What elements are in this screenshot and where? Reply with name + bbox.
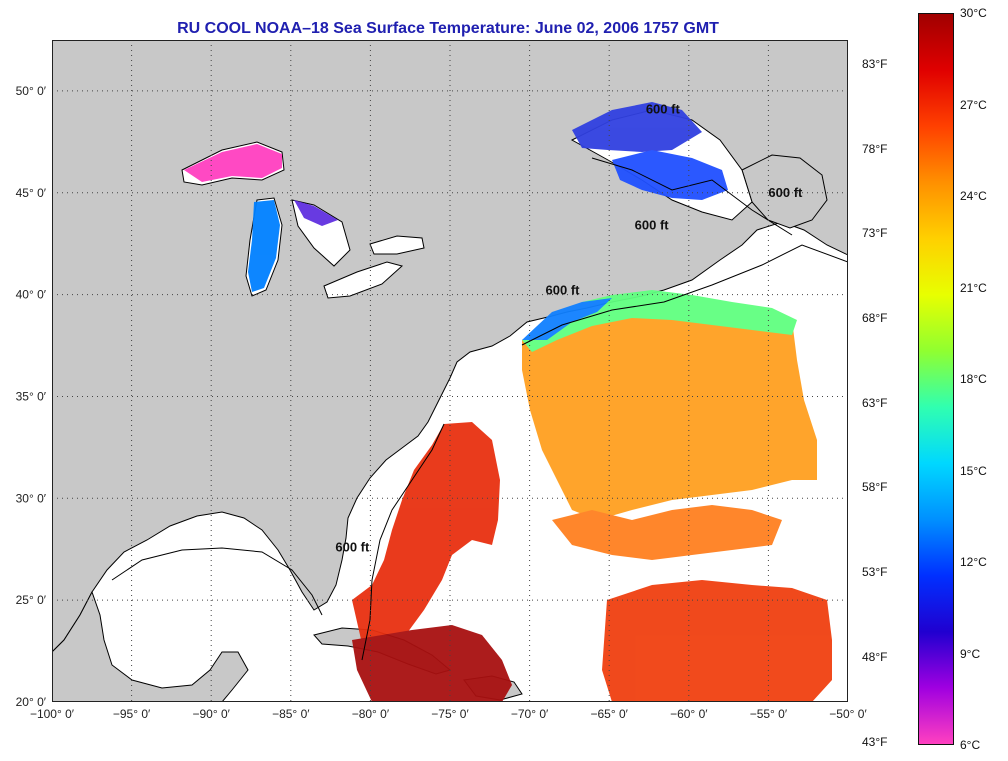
latitude-tick-label: 25° 0′ bbox=[16, 593, 47, 607]
map-border bbox=[52, 40, 848, 702]
longitude-tick-label: −75° 0′ bbox=[431, 707, 469, 721]
colorbar-celsius-label: 21°C bbox=[960, 280, 987, 295]
colorbar-celsius-label: 27°C bbox=[960, 97, 987, 112]
latitude-tick-label: 50° 0′ bbox=[16, 84, 47, 98]
latitude-tick-label: 35° 0′ bbox=[16, 389, 47, 403]
colorbar-celsius-label: 30°C bbox=[960, 6, 987, 20]
sst-atlantic-mid bbox=[522, 295, 817, 520]
depth-contour-lines bbox=[111, 157, 848, 661]
longitude-tick-label: −60° 0′ bbox=[670, 707, 708, 721]
colorbar-fahrenheit-label: 83°F bbox=[862, 56, 888, 71]
sst-map: 600 ft 600 ft 600 ft 600 ft 600 ft bbox=[52, 40, 848, 702]
longitude-tick-label: −95° 0′ bbox=[113, 707, 151, 721]
latitude-tick-label: 40° 0′ bbox=[16, 288, 47, 302]
longitude-tick-label: −85° 0′ bbox=[272, 707, 310, 721]
colorbar-fahrenheit-label: 63°F bbox=[862, 395, 888, 410]
longitude-tick-label: −65° 0′ bbox=[590, 707, 628, 721]
longitude-tick-label: −80° 0′ bbox=[352, 707, 390, 721]
sst-bahamas bbox=[352, 625, 512, 702]
depth-contour-label: 600 ft bbox=[546, 283, 581, 298]
longitude-tick-label: −100° 0′ bbox=[30, 707, 75, 721]
colorbar-celsius-label: 9°C bbox=[960, 646, 981, 661]
colorbar-celsius-label: 24°C bbox=[960, 189, 987, 203]
mexico-landmass bbox=[52, 590, 249, 702]
sst-lake-huron bbox=[294, 200, 338, 226]
longitude-tick-label: −70° 0′ bbox=[511, 707, 549, 721]
sst-gulfstream-south bbox=[352, 422, 500, 670]
sst-st-lawrence-cold bbox=[572, 102, 702, 152]
sst-slope-cold bbox=[522, 298, 612, 340]
sst-lake-michigan bbox=[248, 200, 280, 292]
lat-lon-gridlines bbox=[52, 40, 848, 702]
latitude-tick-label: 20° 0′ bbox=[16, 695, 47, 709]
colorbar-fahrenheit-label: 53°F bbox=[862, 565, 888, 580]
colorbar-celsius-label: 6°C bbox=[960, 738, 981, 752]
colorbar-gradient bbox=[918, 13, 954, 745]
contour-labels: 600 ft 600 ft 600 ft 600 ft 600 ft bbox=[335, 101, 803, 554]
lake-ontario bbox=[369, 235, 425, 255]
colorbar-celsius-label: 15°C bbox=[960, 463, 987, 478]
sst-gulf-stl-cold bbox=[612, 150, 728, 200]
sst-data-layer bbox=[184, 102, 832, 702]
longitude-tick-label: −55° 0′ bbox=[750, 707, 788, 721]
colorbar: 30°C 27°C 24°C 21°C 18°C 15°C 12°C 9°C 6°C 83°F 78… bbox=[860, 0, 1008, 761]
sst-atlantic-south bbox=[602, 580, 832, 702]
longitude-tick-label: −90° 0′ bbox=[192, 707, 230, 721]
longitude-tick-labels: −100° 0′ −95° 0′ −90° 0′ −85° 0′ −80° 0′ −75°… bbox=[30, 707, 867, 721]
colorbar-fahrenheit-label: 68°F bbox=[862, 311, 888, 325]
depth-contour-label: 600 ft bbox=[335, 539, 370, 554]
colorbar-fahrenheit-label: 58°F bbox=[862, 480, 888, 495]
latitude-tick-label: 45° 0′ bbox=[16, 186, 47, 200]
depth-contour-label: 600 ft bbox=[646, 101, 681, 116]
colorbar-celsius-label: 18°C bbox=[960, 372, 987, 386]
latitude-tick-labels: 20° 0′ 25° 0′ 30° 0′ 35° 0′ 40° 0′ 45° 0′ 50° … bbox=[16, 84, 47, 709]
sst-atlantic-patches bbox=[552, 505, 782, 560]
depth-contour-label: 600 ft bbox=[635, 217, 670, 232]
colorbar-celsius-label: 12°C bbox=[960, 555, 987, 569]
lake-erie bbox=[323, 261, 404, 299]
colorbar-fahrenheit-label: 43°F bbox=[862, 734, 888, 749]
newfoundland-landmass bbox=[741, 154, 828, 229]
depth-contour-label: 600 ft bbox=[768, 185, 803, 200]
map-title: RU COOL NOAA–18 Sea Surface Temperature:… bbox=[177, 20, 719, 37]
sst-map-canvas: 600 ft 600 ft 600 ft 600 ft 600 ft bbox=[52, 40, 848, 702]
colorbar-fahrenheit-label: 73°F bbox=[862, 226, 888, 241]
latitude-tick-label: 30° 0′ bbox=[16, 491, 47, 505]
sst-lake-superior bbox=[184, 144, 282, 182]
colorbar-fahrenheit-label: 78°F bbox=[862, 141, 888, 156]
colorbar-fahrenheit-label: 48°F bbox=[862, 649, 888, 664]
